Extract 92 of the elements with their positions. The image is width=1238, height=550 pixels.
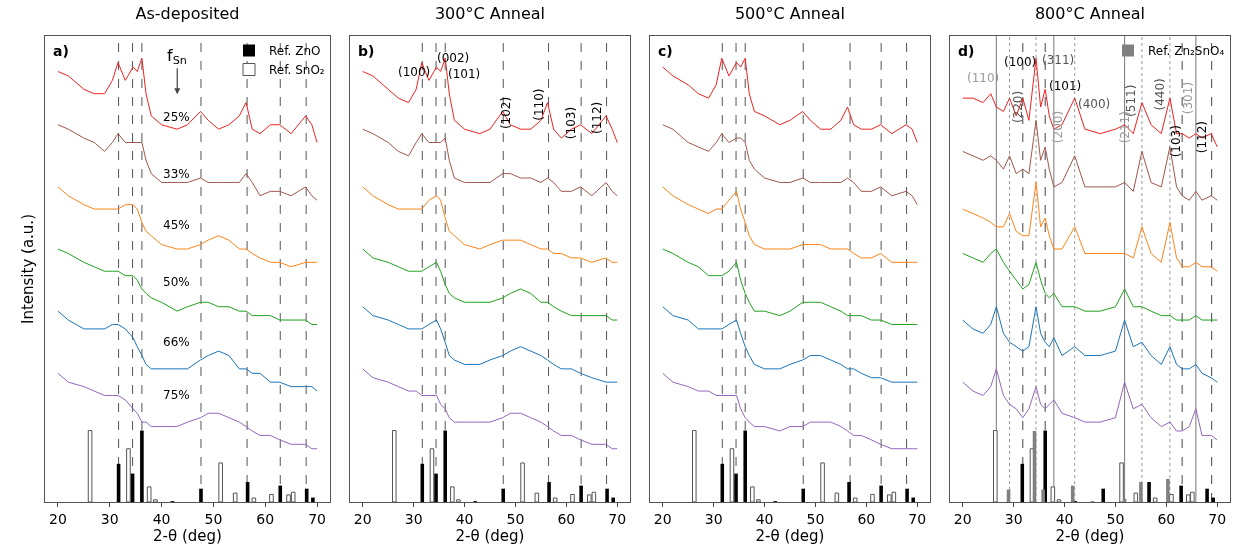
annotation: (112) <box>1195 120 1210 154</box>
x-tick-label: 40 <box>1055 510 1074 527</box>
annotation: (103) <box>564 106 579 140</box>
chart-title: As-deposited <box>135 4 240 24</box>
bar <box>611 497 615 502</box>
annotation: (101) <box>1049 79 1082 93</box>
y-axis-title: Intensity (a.u.) <box>19 214 38 324</box>
annotation: (110) <box>532 88 547 121</box>
bar <box>1147 482 1151 502</box>
x-tick-label: 60 <box>557 510 576 527</box>
bar <box>1205 488 1209 502</box>
bar <box>1139 482 1143 502</box>
annotation: (002) <box>437 51 470 65</box>
bar <box>1043 430 1047 502</box>
annotation: 66% <box>163 335 190 349</box>
annotation: c) <box>658 43 673 59</box>
x-tick-label: 40 <box>755 510 774 527</box>
annotation: (311) <box>1042 53 1075 67</box>
x-axis-title: 2-θ (deg) <box>153 526 222 545</box>
x-tick-label: 50 <box>204 510 223 527</box>
annotation: d) <box>958 43 975 59</box>
annotation: 50% <box>163 275 190 289</box>
annotation: a) <box>53 43 69 59</box>
bar <box>911 497 915 502</box>
bar <box>140 430 144 502</box>
annotation: (100) <box>1004 55 1037 69</box>
bar <box>199 488 203 502</box>
x-tick-label: 50 <box>806 510 825 527</box>
legend-label: Ref. SnO₂ <box>269 63 325 78</box>
bar <box>443 430 447 502</box>
bar <box>905 488 909 502</box>
x-tick-label: 60 <box>256 510 275 527</box>
x-tick-label: 70 <box>1208 510 1227 527</box>
annotation: (112) <box>590 101 605 135</box>
x-tick-label: 30 <box>704 510 723 527</box>
legend-label: Ref. Zn₂SnO₄ <box>1148 44 1225 59</box>
x-axis-title: 2-θ (deg) <box>1055 526 1125 545</box>
x-tick-label: 30 <box>100 510 119 527</box>
x-tick-label: 40 <box>455 510 474 527</box>
bar <box>801 488 806 502</box>
x-tick-label: 70 <box>908 510 927 527</box>
x-tick-label: 20 <box>953 510 972 527</box>
legend-label: Ref. ZnO <box>269 44 321 59</box>
x-tick-label: 60 <box>1157 510 1176 527</box>
chart-title: 500°C Anneal <box>734 4 846 24</box>
x-tick-label: 60 <box>857 510 876 527</box>
bar <box>579 485 583 502</box>
x-axis-title: 2-θ (deg) <box>455 526 525 545</box>
annotation: 45% <box>163 218 190 232</box>
bar <box>734 473 738 502</box>
annotation: (103) <box>1169 125 1184 158</box>
annotation: 75% <box>163 388 190 402</box>
x-tick-label: 70 <box>608 510 627 527</box>
x-axis-title: 2-θ (deg) <box>755 526 825 545</box>
annotation: (102) <box>498 96 513 130</box>
bar <box>743 430 747 502</box>
annotation: (220) <box>1010 90 1025 124</box>
x-tick-label: 30 <box>1004 510 1023 527</box>
annotation: 25% <box>163 110 190 124</box>
bar <box>1041 489 1045 502</box>
bar <box>434 473 438 502</box>
bar <box>278 485 283 502</box>
x-tick-label: 50 <box>1106 510 1125 527</box>
chart-title: 300°C Anneal <box>434 4 546 24</box>
bar <box>1166 478 1170 502</box>
chart-title: 800°C Anneal <box>1034 4 1146 24</box>
annotation: (440) <box>1153 78 1168 111</box>
x-tick-label: 30 <box>404 510 423 527</box>
annotation: f$_{Sn}$ <box>167 46 187 68</box>
bar <box>311 497 315 502</box>
x-tick-label: 20 <box>353 510 372 527</box>
annotation: (301) <box>1180 81 1195 115</box>
bar <box>304 488 309 502</box>
bar <box>1101 488 1106 502</box>
annotation: (100) <box>398 65 431 79</box>
bar <box>1179 485 1183 502</box>
bar <box>847 482 851 502</box>
annotation: (200) <box>1050 110 1065 144</box>
bar <box>1211 497 1215 502</box>
bar <box>605 488 609 502</box>
annotation: (101) <box>448 67 481 81</box>
annotation: b) <box>358 43 375 59</box>
annotation: 33% <box>163 167 190 181</box>
bar <box>879 485 883 502</box>
x-tick-label: 20 <box>49 510 67 527</box>
x-tick-label: 70 <box>308 510 326 527</box>
bar <box>501 488 506 502</box>
x-tick-label: 20 <box>653 510 672 527</box>
annotation: (400) <box>1078 97 1111 111</box>
x-tick-label: 50 <box>506 510 525 527</box>
x-tick-label: 40 <box>152 510 171 527</box>
bar <box>547 482 551 502</box>
